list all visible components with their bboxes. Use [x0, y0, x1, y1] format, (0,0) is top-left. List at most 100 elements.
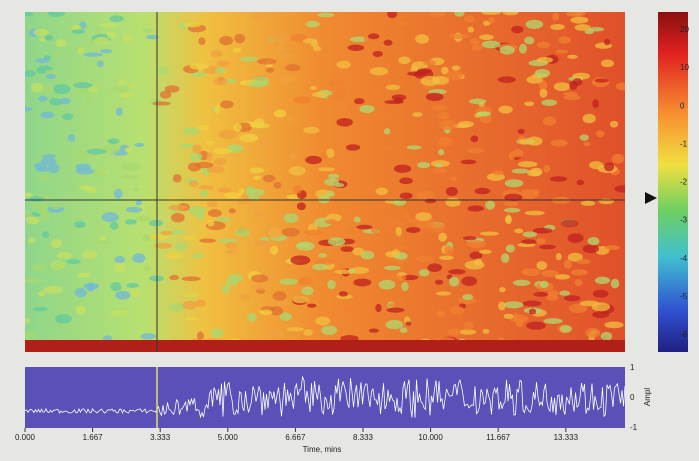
texture-spot — [301, 286, 314, 296]
texture-spot — [86, 186, 97, 194]
texture-spot — [25, 331, 37, 340]
texture-spot — [479, 34, 494, 41]
texture-spot — [307, 303, 317, 308]
colorbar-tick-label: -1 — [680, 139, 688, 148]
texture-spot — [466, 240, 486, 249]
texture-spot — [140, 333, 156, 340]
texture-spot — [393, 199, 407, 206]
texture-spot — [272, 291, 287, 301]
texture-spot — [157, 66, 170, 75]
colorbar-tick-label: 20 — [680, 25, 689, 34]
texture-spot — [192, 144, 202, 154]
texture-spot — [134, 142, 145, 147]
texture-spot — [445, 197, 461, 207]
texture-spot — [576, 258, 591, 265]
texture-spot — [356, 224, 373, 230]
texture-spot — [420, 75, 440, 86]
texture-spot — [406, 145, 422, 150]
texture-spot — [213, 157, 227, 166]
texture-spot — [503, 201, 519, 207]
texture-spot — [259, 309, 273, 315]
texture-spot — [374, 198, 388, 208]
texture-spot — [198, 37, 206, 46]
texture-spot — [469, 251, 483, 260]
texture-spot — [594, 78, 609, 83]
texture-spot — [169, 274, 180, 281]
texture-spot — [603, 38, 611, 46]
texture-spot — [175, 242, 188, 252]
texture-spot — [297, 277, 313, 286]
texture-spot — [587, 237, 600, 246]
texture-spot — [168, 204, 188, 211]
texture-spot — [271, 298, 289, 307]
texture-spot — [154, 242, 173, 249]
texture-spot — [277, 53, 296, 58]
texture-spot — [238, 188, 245, 196]
level-marker[interactable] — [645, 192, 657, 204]
texture-spot — [220, 100, 234, 109]
spectrogram-band — [25, 340, 625, 352]
texture-spot — [353, 278, 372, 287]
texture-spot — [541, 269, 559, 278]
texture-spot — [75, 305, 86, 315]
texture-spot — [324, 219, 338, 225]
colorbar-tick-label: 10 — [680, 63, 689, 72]
texture-spot — [500, 253, 510, 264]
texture-spot — [253, 175, 262, 180]
texture-spot — [592, 311, 610, 319]
texture-spot — [40, 85, 55, 94]
texture-spot — [594, 276, 611, 285]
texture-spot — [369, 89, 381, 97]
texture-spot — [435, 291, 452, 296]
texture-spot — [53, 84, 71, 95]
texture-spot — [233, 123, 242, 132]
texture-spot — [42, 231, 50, 238]
texture-spot — [378, 279, 396, 290]
texture-spot — [543, 318, 563, 325]
texture-spot — [553, 82, 571, 92]
texture-spot — [585, 327, 601, 338]
texture-spot — [460, 159, 477, 165]
texture-spot — [388, 220, 406, 226]
colorbar — [658, 12, 688, 352]
texture-spot — [600, 59, 615, 68]
colorbar-tick-label: -2 — [680, 178, 688, 187]
texture-spot — [571, 269, 588, 276]
texture-spot — [359, 104, 375, 114]
texture-spot — [563, 94, 581, 100]
texture-spot — [449, 306, 465, 315]
texture-spot — [451, 65, 461, 71]
texture-spot — [385, 84, 401, 91]
texture-spot — [502, 12, 519, 16]
texture-spot — [178, 143, 196, 148]
texture-spot — [481, 12, 501, 15]
texture-spot — [412, 112, 423, 117]
texture-spot — [448, 269, 466, 275]
texture-spot — [504, 179, 524, 188]
texture-spot — [228, 208, 236, 214]
texture-spot — [199, 238, 217, 243]
texture-spot — [407, 71, 427, 77]
texture-spot — [191, 253, 205, 259]
texture-spot — [109, 15, 124, 23]
texture-spot — [32, 306, 48, 312]
texture-spot — [467, 148, 485, 154]
texture-spot — [187, 162, 202, 172]
texture-spot — [352, 247, 365, 256]
texture-spot — [497, 76, 516, 83]
texture-spot — [539, 280, 549, 289]
texture-spot — [524, 36, 535, 45]
texture-spot — [382, 145, 396, 150]
texture-spot — [338, 291, 349, 297]
texture-spot — [438, 120, 458, 131]
texture-spot — [283, 213, 299, 224]
texture-spot — [459, 329, 477, 335]
texture-spot — [339, 265, 347, 272]
texture-spot — [273, 181, 282, 189]
texture-spot — [290, 33, 308, 42]
texture-spot — [51, 204, 61, 210]
texture-spot — [469, 98, 487, 105]
texture-spot — [598, 198, 614, 205]
